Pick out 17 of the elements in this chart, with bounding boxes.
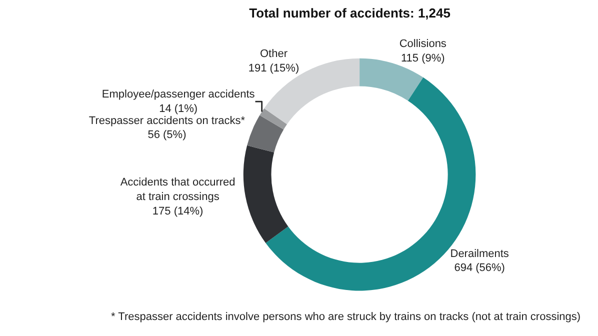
donut-slice xyxy=(243,145,288,243)
data-label: 56 (5%) xyxy=(148,129,186,142)
data-label: 191 (15%) xyxy=(248,62,300,74)
slice-label: Accidents that occurred at train crossings xyxy=(120,176,236,203)
chart-title: Total number of accidents: 1,245 xyxy=(249,6,450,20)
donut-slice xyxy=(260,108,288,130)
slice-label: Derailments xyxy=(450,248,510,260)
slice-label: Collisions xyxy=(399,38,447,50)
donut-slice xyxy=(247,115,284,152)
data-label: 694 (56%) xyxy=(454,262,505,274)
slice-label: Other xyxy=(260,48,288,60)
slice-label: Employee/passenger accidents xyxy=(102,88,256,100)
data-label: 175 (14%) xyxy=(152,205,204,218)
text: * Trespasser accidents involve persons who are struck by trains on tracks (not at train crossings) xyxy=(111,311,581,323)
slice-label: Trespasser accidents on tracks* xyxy=(88,114,246,127)
data-label: 115 (9%) xyxy=(400,52,445,64)
data-label: 14 (1%) xyxy=(159,102,198,115)
